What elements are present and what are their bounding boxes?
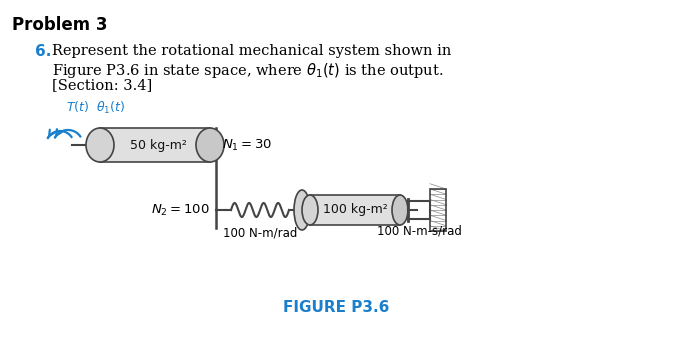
Text: $T(t)$  $\theta_1(t)$: $T(t)$ $\theta_1(t)$ [66,100,126,116]
Text: 6.: 6. [35,44,51,59]
Text: Represent the rotational mechanical system shown in: Represent the rotational mechanical syst… [52,44,452,58]
Ellipse shape [196,128,224,162]
Ellipse shape [392,195,408,225]
Text: 100 kg-m²: 100 kg-m² [323,203,387,216]
Text: [Section: 3.4]: [Section: 3.4] [52,78,153,92]
Bar [100,128,210,162]
Text: 100 N-m/rad: 100 N-m/rad [223,226,297,239]
Text: FIGURE P3.6: FIGURE P3.6 [283,300,389,315]
Text: 50 kg-m²: 50 kg-m² [130,139,186,152]
Text: Figure P3.6 in state space, where $\theta_1(t)$ is the output.: Figure P3.6 in state space, where $\thet… [52,61,443,80]
Bar [430,189,446,231]
Text: Problem 3: Problem 3 [12,16,107,34]
Ellipse shape [294,190,310,230]
Ellipse shape [86,128,114,162]
Bar [408,201,430,219]
Text: $N_1 = 30$: $N_1 = 30$ [222,137,272,153]
Text: 100 N-m-s/rad: 100 N-m-s/rad [377,224,462,237]
Ellipse shape [302,195,318,225]
Text: $N_2 = 100$: $N_2 = 100$ [151,202,210,218]
Bar [310,195,400,225]
